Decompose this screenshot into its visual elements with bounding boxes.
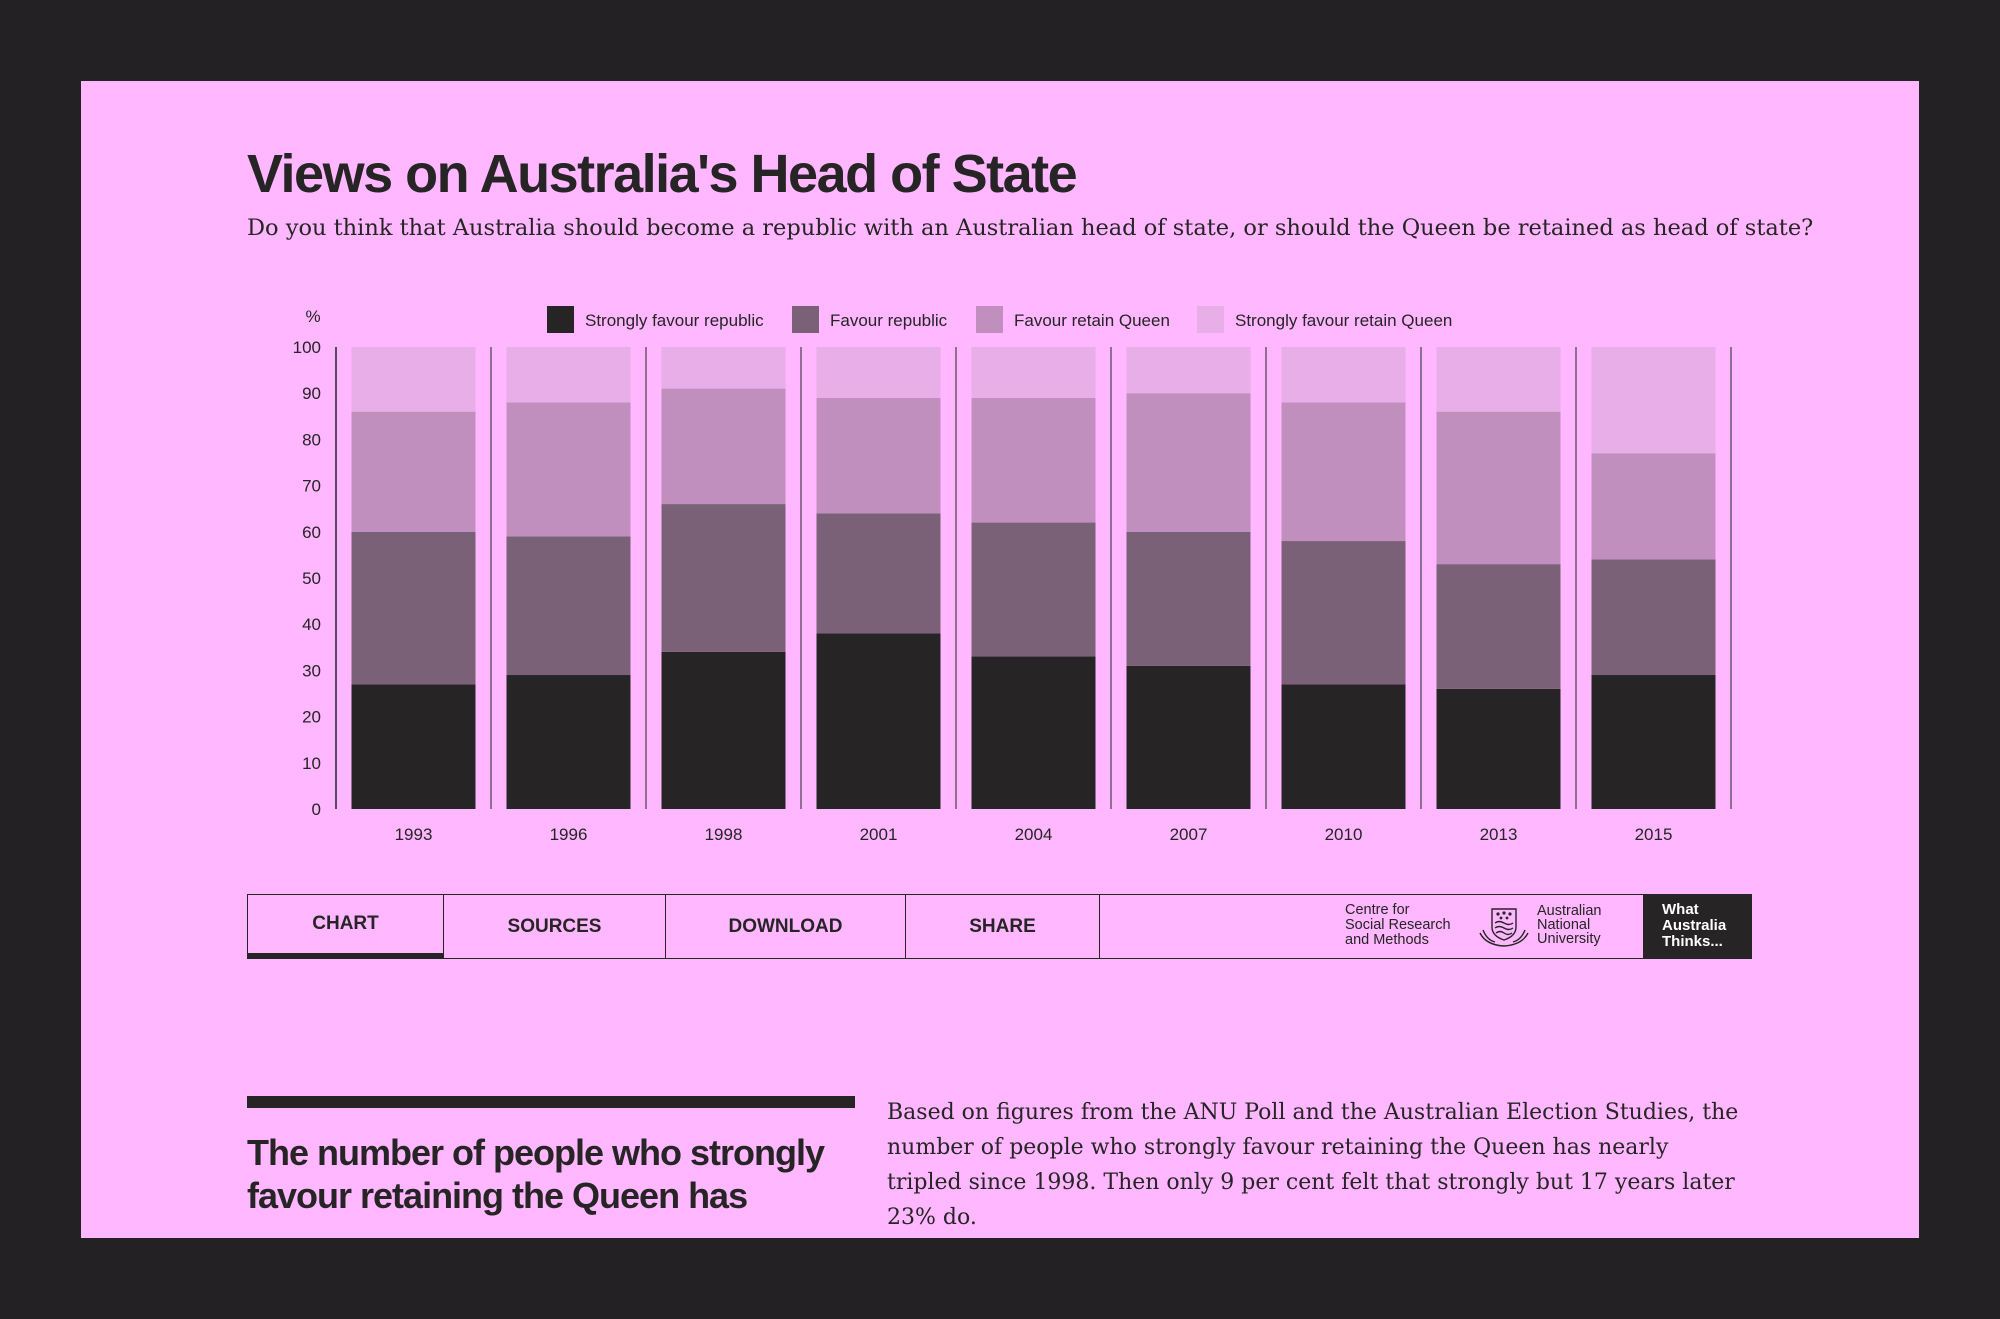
x-axis: 1993 1996 1998 2001 2004 2007 2010 2013 2015 (395, 825, 1673, 844)
bar-segment-strongly-favour-republic-2010 (1281, 684, 1406, 809)
legend-label: Favour republic (830, 311, 948, 330)
bar-segment-favour-republic-2010 (1281, 541, 1406, 685)
bar-segment-strongly-favour-republic-2004 (971, 656, 1096, 809)
bar-segment-strongly-favour-retain-queen-1998 (661, 347, 786, 389)
bar-segment-favour-retain-queen-2001 (816, 397, 941, 514)
legend-item: Favour republic (792, 306, 948, 333)
y-tick-label: 80 (302, 430, 321, 449)
y-tick-label: 40 (302, 615, 321, 634)
legend-item: Strongly favour retain Queen (1197, 306, 1452, 333)
bar-stacks (351, 347, 1716, 809)
survey-question: Do you think that Australia should becom… (247, 215, 1814, 241)
bar-segment-favour-retain-queen-2004 (971, 397, 1096, 523)
x-tick-label: 2007 (1170, 825, 1208, 844)
bar-segment-favour-retain-queen-2013 (1436, 411, 1561, 565)
y-axis: 0 10 20 30 40 50 60 70 80 90 100 (293, 338, 337, 819)
y-axis-unit-label: % (305, 307, 320, 326)
x-tick-label: 2001 (860, 825, 898, 844)
y-tick-label: 100 (293, 338, 321, 357)
x-tick-label: 1993 (395, 825, 433, 844)
tab-download[interactable]: DOWNLOAD (666, 895, 906, 958)
bar-segment-favour-republic-1993 (351, 531, 476, 685)
y-tick-label: 10 (302, 754, 321, 773)
legend-label: Favour retain Queen (1014, 311, 1170, 330)
bar-segment-favour-republic-2013 (1436, 564, 1561, 689)
article-headline: The number of people who strongly favour… (247, 1132, 825, 1216)
legend-swatch (976, 306, 1003, 333)
bar-segment-strongly-favour-retain-queen-2010 (1281, 347, 1406, 403)
csrm-logo-text: Centre for Social Research and Methods (1345, 902, 1451, 948)
bar-segment-strongly-favour-retain-queen-1993 (351, 347, 476, 412)
y-tick-label: 90 (302, 384, 321, 403)
bar-segment-favour-republic-2001 (816, 513, 941, 634)
bar-segment-strongly-favour-republic-2007 (1126, 665, 1251, 809)
chart-legend: Strongly favour republic Favour republic F… (547, 306, 1452, 333)
legend-label: Strongly favour retain Queen (1235, 311, 1452, 330)
bar-segment-strongly-favour-republic-1996 (506, 675, 631, 809)
tab-chart[interactable]: CHART (248, 895, 444, 958)
tab-share[interactable]: SHARE (906, 895, 1100, 958)
content-card: Views on Australia's Head of State Do yo… (81, 81, 1919, 1238)
x-tick-label: 2010 (1325, 825, 1363, 844)
what-australia-thinks-logo[interactable]: What Australia Thinks... (1643, 894, 1752, 959)
bar-segment-favour-retain-queen-1993 (351, 411, 476, 532)
category-separators (490, 347, 1732, 809)
bar-segment-strongly-favour-retain-queen-2001 (816, 347, 941, 398)
x-tick-label: 2013 (1480, 825, 1518, 844)
page-title: Views on Australia's Head of State (247, 144, 1078, 204)
legend-label: Strongly favour republic (585, 311, 764, 330)
y-tick-label: 60 (302, 523, 321, 542)
bar-segment-strongly-favour-retain-queen-1996 (506, 347, 631, 403)
bar-segment-favour-republic-2004 (971, 522, 1096, 657)
legend-item: Strongly favour republic (547, 306, 764, 333)
bar-segment-favour-retain-queen-1996 (506, 402, 631, 537)
bar-segment-favour-retain-queen-2010 (1281, 402, 1406, 542)
bar-segment-favour-republic-1996 (506, 536, 631, 676)
chart-tab-bar: CHART SOURCES DOWNLOAD SHARE Centre for … (247, 894, 1752, 959)
bar-segment-strongly-favour-republic-1993 (351, 684, 476, 809)
bar-segment-favour-republic-2007 (1126, 531, 1251, 666)
anu-logo-text: Australian National University (1537, 903, 1602, 947)
bar-segment-strongly-favour-republic-2013 (1436, 688, 1561, 809)
stacked-bar-chart: % Strongly favour republic Favour republi… (293, 306, 1732, 844)
bar-segment-strongly-favour-retain-queen-2004 (971, 347, 1096, 398)
bar-segment-favour-republic-1998 (661, 504, 786, 652)
bar-segment-strongly-favour-retain-queen-2015 (1591, 347, 1716, 454)
bar-segment-strongly-favour-retain-queen-2007 (1126, 347, 1251, 394)
bar-segment-strongly-favour-retain-queen-2013 (1436, 347, 1561, 412)
y-tick-label: 70 (302, 477, 321, 496)
y-tick-label: 50 (302, 569, 321, 588)
headline-rule (247, 1096, 855, 1108)
y-tick-label: 0 (312, 800, 321, 819)
bar-segment-strongly-favour-republic-1998 (661, 651, 786, 809)
x-tick-label: 1996 (550, 825, 588, 844)
legend-swatch (792, 306, 819, 333)
article-body: Based on figures from the ANU Poll and t… (887, 1100, 1739, 1230)
x-tick-label: 2004 (1015, 825, 1053, 844)
legend-item: Favour retain Queen (976, 306, 1170, 333)
x-tick-label: 1998 (705, 825, 743, 844)
bar-segment-favour-retain-queen-2015 (1591, 453, 1716, 560)
y-tick-label: 30 (302, 661, 321, 680)
bar-segment-favour-republic-2015 (1591, 559, 1716, 676)
bar-segment-strongly-favour-republic-2015 (1591, 675, 1716, 809)
tab-sources[interactable]: SOURCES (444, 895, 666, 958)
bar-segment-strongly-favour-republic-2001 (816, 633, 941, 809)
bar-segment-favour-retain-queen-2007 (1126, 393, 1251, 532)
y-tick-label: 20 (302, 708, 321, 727)
x-tick-label: 2015 (1635, 825, 1673, 844)
anu-crest-icon (1479, 908, 1529, 947)
legend-swatch (1197, 306, 1224, 333)
legend-swatch (547, 306, 574, 333)
bar-segment-favour-retain-queen-1998 (661, 388, 786, 505)
